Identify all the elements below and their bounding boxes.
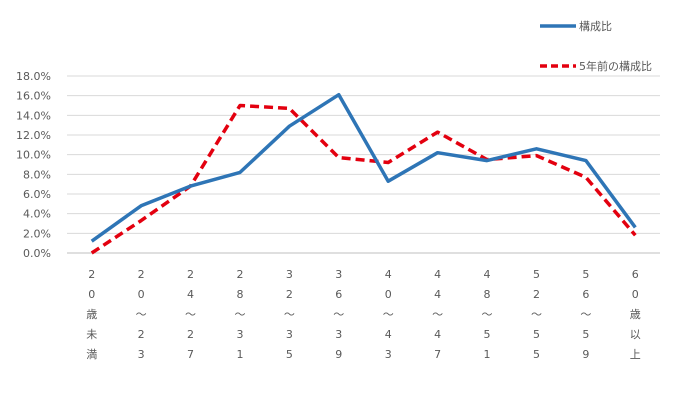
x-tick-label: 2 8 ～ 3 1 bbox=[234, 268, 245, 361]
x-tick-char: 上 bbox=[630, 348, 641, 361]
series-line-5-years-ago bbox=[90, 103, 637, 255]
x-tick-char: 2 bbox=[236, 268, 243, 281]
x-tick-char: 4 bbox=[434, 268, 441, 281]
x-tick-char: 3 bbox=[335, 268, 342, 281]
x-tick-char: 5 bbox=[484, 328, 491, 341]
x-tick-char: 4 bbox=[385, 268, 392, 281]
y-tick-label: 0.0% bbox=[23, 247, 51, 260]
x-tick-char: 1 bbox=[236, 348, 243, 361]
x-tick-char: 0 bbox=[138, 288, 145, 301]
legend-label-series-2: 5年前の構成比 bbox=[579, 59, 652, 73]
legend-label-series-1: 構成比 bbox=[579, 20, 612, 33]
x-tick-char: 8 bbox=[236, 288, 243, 301]
x-tick-char: ～ bbox=[531, 308, 542, 321]
x-tick-label: 4 0 ～ 4 3 bbox=[383, 268, 394, 361]
x-tick-char: ～ bbox=[234, 308, 245, 321]
x-tick-char: 6 bbox=[582, 288, 589, 301]
x-tick-label: 3 2 ～ 3 5 bbox=[284, 268, 295, 361]
x-tick-char: 4 bbox=[434, 328, 441, 341]
x-tick-char: 5 bbox=[582, 268, 589, 281]
x-tick-char: 5 bbox=[582, 328, 589, 341]
x-tick-char: ～ bbox=[284, 308, 295, 321]
x-tick-char: 3 bbox=[236, 328, 243, 341]
x-tick-label: 2 4 ～ 2 7 bbox=[185, 268, 196, 361]
x-tick-char: 2 bbox=[187, 268, 194, 281]
x-tick-char: 7 bbox=[187, 348, 194, 361]
y-tick-label: 18.0% bbox=[16, 70, 51, 83]
x-tick-char: 3 bbox=[385, 348, 392, 361]
x-tick-char: 2 bbox=[286, 288, 293, 301]
x-tick-label: 5 2 ～ 5 5 bbox=[531, 268, 542, 361]
x-tick-char: ～ bbox=[580, 308, 591, 321]
x-tick-char: 9 bbox=[335, 348, 342, 361]
y-tick-label: 14.0% bbox=[16, 109, 51, 122]
y-tick-label: 2.0% bbox=[23, 227, 51, 240]
x-tick-char: 5 bbox=[286, 348, 293, 361]
x-tick-char: 歳 bbox=[630, 308, 641, 321]
x-tick-char: 1 bbox=[484, 348, 491, 361]
x-axis-labels: 20歳未満20～2324～2728～3132～3536～3940～4344～47… bbox=[86, 268, 641, 361]
series-lines bbox=[90, 92, 637, 255]
x-tick-char: 2 bbox=[138, 328, 145, 341]
x-tick-char: 5 bbox=[533, 328, 540, 341]
x-tick-char: ～ bbox=[482, 308, 493, 321]
y-tick-label: 10.0% bbox=[16, 149, 51, 162]
x-tick-char: 0 bbox=[632, 288, 639, 301]
y-tick-label: 12.0% bbox=[16, 129, 51, 142]
x-tick-char: 0 bbox=[88, 288, 95, 301]
y-tick-label: 16.0% bbox=[16, 90, 51, 103]
x-tick-char: 3 bbox=[286, 268, 293, 281]
x-tick-char: 0 bbox=[385, 288, 392, 301]
x-tick-char: 4 bbox=[484, 268, 491, 281]
gridlines bbox=[67, 75, 660, 254]
x-tick-char: 以 bbox=[630, 328, 641, 341]
x-tick-char: 3 bbox=[335, 328, 342, 341]
y-tick-label: 6.0% bbox=[23, 188, 51, 201]
legend: 構成比 5年前の構成比 bbox=[540, 20, 652, 73]
x-tick-char: 7 bbox=[434, 348, 441, 361]
x-tick-label: 6 0 歳以上 bbox=[630, 268, 641, 361]
x-tick-char: 4 bbox=[434, 288, 441, 301]
x-tick-char: 4 bbox=[385, 328, 392, 341]
x-tick-char: 未 bbox=[86, 328, 97, 341]
x-tick-char: 満 bbox=[86, 348, 97, 361]
x-tick-char: 3 bbox=[286, 328, 293, 341]
x-tick-char: 5 bbox=[533, 348, 540, 361]
x-tick-char: ～ bbox=[136, 308, 147, 321]
x-tick-label: 5 6 ～ 5 9 bbox=[580, 268, 591, 361]
y-tick-label: 8.0% bbox=[23, 168, 51, 181]
x-tick-char: 歳 bbox=[86, 308, 97, 321]
x-tick-char: 9 bbox=[582, 348, 589, 361]
x-tick-char: 3 bbox=[138, 348, 145, 361]
x-tick-label: 4 4 ～ 4 7 bbox=[432, 268, 443, 361]
x-tick-char: 2 bbox=[187, 328, 194, 341]
x-tick-label: 4 8 ～ 5 1 bbox=[482, 268, 493, 361]
x-tick-label: 3 6 ～ 3 9 bbox=[333, 268, 344, 361]
x-tick-label: 2 0 ～ 2 3 bbox=[136, 268, 147, 361]
x-tick-char: 2 bbox=[88, 268, 95, 281]
x-tick-char: 8 bbox=[484, 288, 491, 301]
series-line-current bbox=[90, 92, 637, 243]
x-tick-char: 2 bbox=[533, 288, 540, 301]
x-tick-char: ～ bbox=[333, 308, 344, 321]
x-tick-char: 5 bbox=[533, 268, 540, 281]
x-tick-char: 6 bbox=[335, 288, 342, 301]
x-tick-char: ～ bbox=[185, 308, 196, 321]
x-tick-char: ～ bbox=[383, 308, 394, 321]
x-tick-char: 4 bbox=[187, 288, 194, 301]
y-tick-label: 4.0% bbox=[23, 208, 51, 221]
x-tick-char: ～ bbox=[432, 308, 443, 321]
y-axis-ticks: 0.0% 2.0% 4.0% 6.0% 8.0% 10.0% 12.0% 14.0% 16.0%… bbox=[16, 70, 51, 260]
x-tick-char: 2 bbox=[138, 268, 145, 281]
x-tick-label: 2 0 歳未満 bbox=[86, 268, 97, 361]
x-tick-char: 6 bbox=[632, 268, 639, 281]
